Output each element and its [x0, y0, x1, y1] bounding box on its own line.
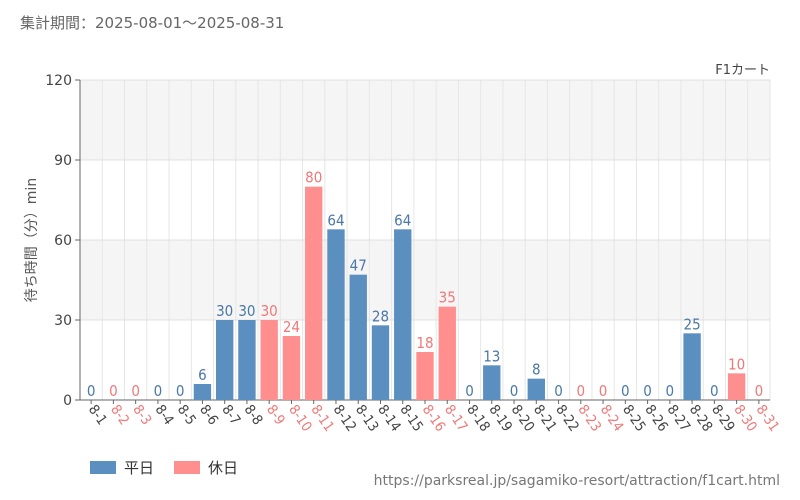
- category-label: 8-25: [619, 402, 649, 435]
- legend: 平日 休日: [90, 457, 238, 478]
- bar-8-30[interactable]: [727, 373, 746, 400]
- category-label: 8-7: [218, 402, 243, 428]
- grid-band: [80, 240, 770, 320]
- y-tick-label: 60: [54, 233, 72, 249]
- category-label: 8-5: [174, 402, 199, 428]
- category-label: 8-21: [530, 402, 560, 435]
- legend-item-holiday[interactable]: 休日: [174, 457, 238, 478]
- value-label: 0: [599, 382, 608, 400]
- value-label: 0: [621, 382, 630, 400]
- category-label: 8-28: [686, 402, 716, 435]
- bar-8-16[interactable]: [416, 352, 434, 400]
- legend-label-weekday: 平日: [124, 459, 155, 477]
- bar-8-15[interactable]: [394, 229, 412, 400]
- series-title: F1カート: [715, 63, 770, 78]
- category-label: 8-27: [664, 402, 694, 435]
- period-label: 集計期間：2025-08-01～2025-08-31: [20, 14, 285, 32]
- bar-8-11[interactable]: [305, 186, 323, 400]
- category-label: 8-9: [263, 402, 288, 428]
- value-label: 0: [710, 382, 719, 400]
- category-label: 8-30: [730, 402, 760, 435]
- category-label: 8-12: [330, 402, 360, 435]
- legend-swatch-holiday: [174, 461, 201, 474]
- category-label: 8-17: [441, 402, 471, 435]
- value-label: 28: [372, 307, 389, 325]
- bar-8-28[interactable]: [683, 333, 701, 400]
- category-label: 8-15: [396, 402, 426, 435]
- bar-8-21[interactable]: [527, 378, 545, 400]
- bar-8-7[interactable]: [215, 320, 234, 400]
- value-label: 0: [643, 382, 652, 400]
- value-label: 0: [87, 382, 96, 400]
- category-label: 8-1: [85, 402, 110, 428]
- value-label: 0: [465, 382, 474, 400]
- category-label: 8-14: [374, 402, 404, 435]
- category-label: 8-16: [419, 402, 449, 435]
- bar-8-19[interactable]: [483, 365, 501, 400]
- value-label: 8: [532, 361, 541, 379]
- category-label: 8-31: [753, 402, 783, 435]
- category-label: 8-13: [352, 402, 382, 435]
- category-label: 8-29: [708, 402, 738, 435]
- category-label: 8-23: [575, 402, 605, 435]
- bar-8-12[interactable]: [327, 229, 345, 400]
- category-label: 8-6: [196, 402, 221, 428]
- bar-8-14[interactable]: [371, 325, 390, 400]
- value-label: 47: [350, 257, 367, 275]
- category-label: 8-22: [552, 402, 582, 435]
- value-label: 64: [327, 211, 344, 229]
- bar-8-8[interactable]: [238, 320, 256, 400]
- value-label: 30: [216, 302, 233, 320]
- value-label: 0: [666, 382, 675, 400]
- value-label: 6: [198, 366, 207, 384]
- bar-8-10[interactable]: [282, 336, 301, 400]
- grid-band: [80, 80, 770, 160]
- y-tick-label: 30: [54, 313, 72, 329]
- category-label: 8-24: [597, 402, 627, 435]
- value-label: 0: [577, 382, 586, 400]
- value-label: 25: [684, 315, 701, 333]
- value-label: 24: [283, 318, 300, 336]
- category-label: 8-19: [485, 402, 515, 435]
- category-label: 8-2: [107, 402, 132, 428]
- category-label: 8-20: [508, 402, 538, 435]
- value-label: 10: [728, 355, 745, 373]
- value-label: 35: [439, 289, 456, 307]
- value-label: 30: [261, 302, 278, 320]
- category-label: 8-8: [241, 402, 266, 428]
- value-label: 64: [394, 211, 411, 229]
- category-label: 8-10: [285, 402, 315, 435]
- category-label: 8-26: [641, 402, 671, 435]
- category-label: 8-3: [129, 402, 154, 428]
- source-url: https://parksreal.jp/sagamiko-resort/att…: [373, 473, 780, 489]
- y-tick-label: 90: [54, 153, 72, 169]
- category-label: 8-18: [463, 402, 493, 435]
- value-label: 30: [238, 302, 255, 320]
- value-label: 80: [305, 169, 322, 187]
- bar-8-6[interactable]: [193, 384, 212, 400]
- legend-swatch-weekday: [90, 461, 116, 474]
- value-label: 0: [154, 382, 163, 400]
- bar-8-13[interactable]: [349, 274, 367, 400]
- value-label: 0: [131, 382, 140, 400]
- bar-8-9[interactable]: [260, 320, 278, 400]
- y-tick-label: 120: [45, 73, 72, 89]
- legend-item-weekday[interactable]: 平日: [90, 457, 154, 478]
- category-label: 8-11: [307, 402, 337, 435]
- value-label: 0: [554, 382, 563, 400]
- legend-label-holiday: 休日: [208, 459, 239, 477]
- y-tick-label: 0: [63, 393, 72, 409]
- value-label: 0: [510, 382, 519, 400]
- value-label: 18: [416, 334, 433, 352]
- value-label: 13: [483, 347, 500, 365]
- y-axis-label: 待ち時間（分）min: [24, 178, 40, 302]
- value-label: 0: [176, 382, 185, 400]
- bar-8-17[interactable]: [438, 306, 456, 400]
- value-label: 0: [109, 382, 118, 400]
- category-label: 8-4: [152, 402, 177, 428]
- value-label: 0: [755, 382, 764, 400]
